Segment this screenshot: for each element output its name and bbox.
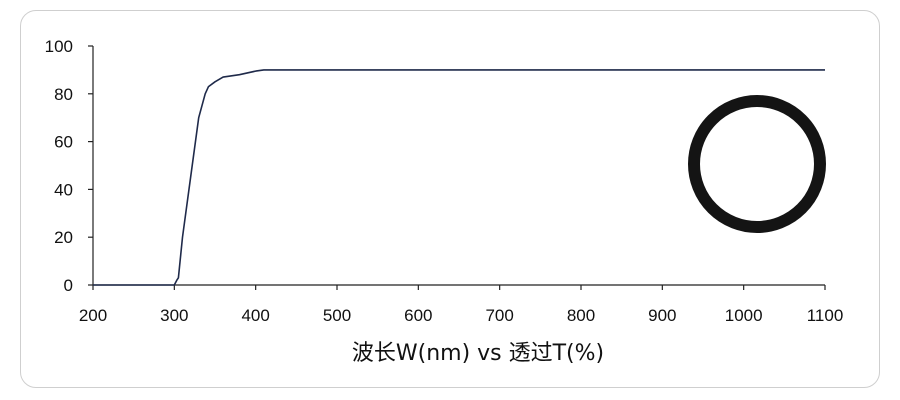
axes (92, 46, 825, 286)
x-tick-label: 1000 (725, 306, 763, 325)
series (93, 69, 825, 286)
x-tick-label: 800 (567, 306, 595, 325)
y-tick-label: 40 (54, 180, 73, 199)
x-tick-label: 700 (485, 306, 513, 325)
x-tick-label: 200 (79, 306, 107, 325)
series-line (93, 69, 825, 286)
x-tick-label: 1100 (807, 306, 844, 325)
x-tick-label: 600 (404, 306, 432, 325)
x-tick-label: 900 (648, 306, 676, 325)
ticks: 0 20 40 60 80 100 200 300 400 500 600 700 800 900 1000… (45, 37, 844, 325)
x-tick-label: 400 (241, 306, 269, 325)
x-tick-label: 500 (323, 306, 351, 325)
chart-card (20, 10, 880, 388)
y-tick-label: 60 (54, 133, 73, 152)
y-tick-label: 0 (64, 276, 73, 295)
y-tick-label: 80 (54, 85, 73, 104)
y-tick-label: 100 (45, 37, 73, 56)
x-axis-label: 波长W(nm) vs 透过T(%) (352, 341, 604, 366)
ring-icon (688, 95, 826, 233)
x-tick-label: 300 (160, 306, 188, 325)
y-tick-label: 20 (54, 228, 73, 247)
